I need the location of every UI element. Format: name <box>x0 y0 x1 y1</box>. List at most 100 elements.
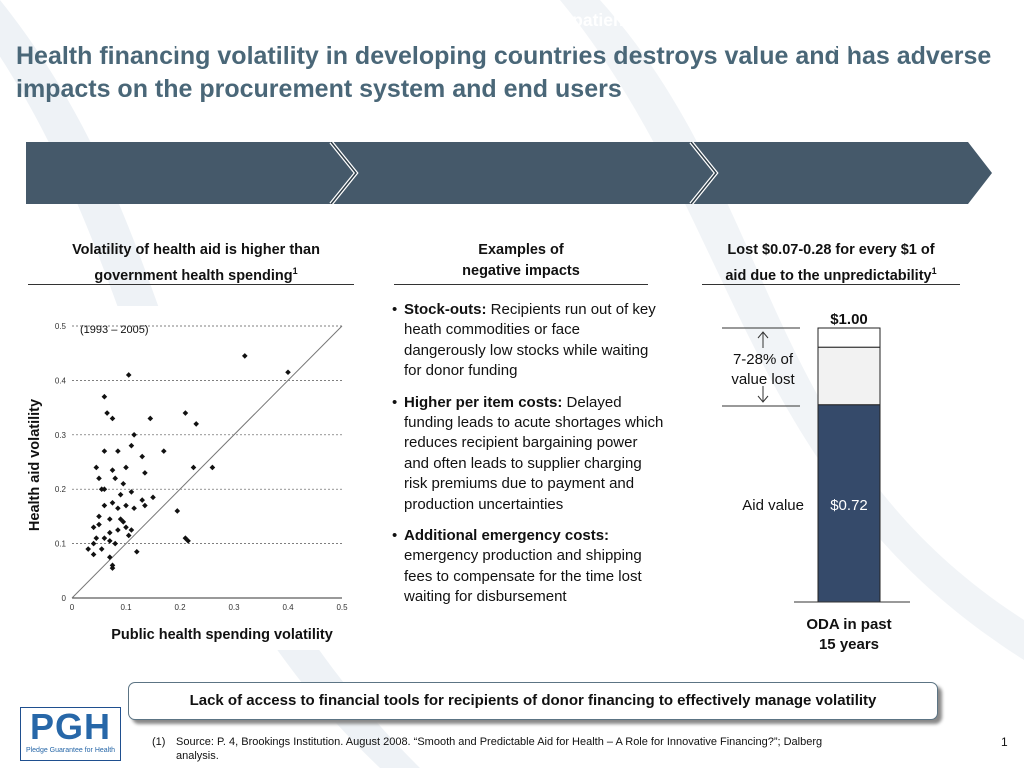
right-heading-line2: aid due to the unpredictability1 <box>725 266 937 284</box>
middle-heading-rule <box>394 284 648 285</box>
bar-category-label: ODA in past 15 years <box>770 615 928 655</box>
scatter-point <box>107 554 113 560</box>
middle-heading-line1: Examples of <box>478 242 564 258</box>
impact-bullet-list: Stock-outs: Recipients run out of key he… <box>392 300 664 619</box>
left-panel-heading: Volatility of health aid is higher than … <box>40 240 352 287</box>
scatter-point <box>98 546 105 552</box>
right-heading-line1: Lost $0.07-0.28 for every $1 of <box>727 242 935 258</box>
x-tick-label: 0 <box>70 603 75 612</box>
flow-step-3-line2: due to aid volatility <box>760 34 920 54</box>
scatter-point <box>107 529 113 536</box>
scatter-annotation: (1993 – 2005) <box>80 324 149 336</box>
y-tick-label: 0.3 <box>55 431 67 440</box>
scatter-point <box>161 448 167 454</box>
flow-step-2: Adverse impact on patients and systems <box>360 8 690 54</box>
y-tick-label: 0.2 <box>55 485 67 494</box>
scatter-point <box>120 480 127 487</box>
flow-step-2-line2: and systems <box>471 34 579 54</box>
scatter-point <box>101 535 108 541</box>
reference-diagonal-line <box>71 325 343 599</box>
y-tick-label: 0.4 <box>55 376 67 385</box>
right-panel-heading: Lost $0.07-0.28 for every $1 of aid due … <box>700 240 962 287</box>
x-tick-label: 0.2 <box>174 603 186 612</box>
scatter-point <box>190 464 197 471</box>
scatter-point <box>123 464 129 471</box>
x-axis-label: Public health spending volatility <box>74 624 370 650</box>
bar-segment-2 <box>817 346 881 406</box>
pgh-logo: PGH Pledge Guarantee for Health <box>20 706 121 761</box>
scatter-point <box>96 513 102 520</box>
flow-step-1-line1: High volatility <box>128 10 244 30</box>
scatter-point <box>115 505 121 512</box>
scatter-point <box>139 497 145 503</box>
scatter-point <box>131 505 137 512</box>
key-message-callout: Lack of access to financial tools for re… <box>128 682 938 720</box>
bar-segment-1 <box>817 404 881 603</box>
bullet-emergency-costs: Additional emergency costs: emergency pr… <box>392 526 664 608</box>
scatter-point <box>174 508 181 514</box>
scatter-point <box>101 448 108 454</box>
scatter-point <box>142 470 148 476</box>
value-lost-annotation-line1: 7-28% of <box>733 351 794 368</box>
bullet-higher-costs: Higher per item costs: Delayed funding l… <box>392 393 664 515</box>
aid-value-label: Aid value <box>742 497 804 514</box>
scatter-point <box>98 486 105 492</box>
scatter-point <box>120 519 127 525</box>
flow-step-3: Value destruction due to aid volatility <box>720 8 960 54</box>
scatter-point <box>90 524 97 531</box>
scatter-point <box>242 353 248 359</box>
logo-text: PGH <box>29 706 111 747</box>
bar-category-line1: ODA in past <box>806 616 892 633</box>
scatter-point <box>209 464 216 471</box>
process-flow-band <box>26 142 992 204</box>
flow-step-1-line2: in health aid <box>134 34 238 54</box>
scatter-point <box>123 502 129 509</box>
scatter-point <box>117 491 124 498</box>
scatter-point <box>101 393 108 400</box>
scatter-point <box>142 502 148 509</box>
scatter-point <box>101 502 108 509</box>
middle-heading-line2: negative impacts <box>462 263 580 279</box>
middle-panel-heading: Examples of negative impacts <box>394 240 648 282</box>
page-title: Health financing volatility in developin… <box>16 42 992 103</box>
right-heading-rule <box>702 284 960 285</box>
left-heading-line2: government health spending1 <box>94 266 298 284</box>
scatter-point <box>125 532 132 539</box>
x-tick-label: 0.5 <box>336 603 348 612</box>
x-tick-label: 0.4 <box>282 603 294 612</box>
scatter-point <box>96 521 102 528</box>
logo-subtext: Pledge Guarantee for Health <box>25 747 116 754</box>
up-arrow-icon <box>757 331 769 348</box>
scatter-point <box>112 540 118 547</box>
scatter-point <box>109 565 116 571</box>
scatter-point <box>93 535 100 541</box>
scatter-point <box>128 442 135 449</box>
left-heading-line1: Volatility of health aid is higher than <box>72 242 320 258</box>
scatter-point <box>123 524 129 531</box>
scatter-point <box>150 494 156 501</box>
y-tick-label: 0.5 <box>55 322 67 331</box>
bar-segment-3 <box>817 327 881 348</box>
x-tick-label: 0.3 <box>228 603 240 612</box>
flow-step-2-line1: Adverse impact on patients <box>410 10 640 30</box>
y-tick-label: 0.1 <box>55 540 67 549</box>
footnote-number: (1) <box>152 736 166 748</box>
scatter-point <box>90 551 97 558</box>
flow-step-3-line1: Value destruction <box>767 10 913 30</box>
scatter-point <box>182 535 189 541</box>
y-tick-label: 0 <box>62 594 67 603</box>
left-heading-rule <box>28 284 354 285</box>
scatter-point <box>90 540 97 547</box>
aid-value-amount: $0.72 <box>830 497 868 514</box>
down-arrow-icon <box>757 386 769 403</box>
bar-category-line2: 15 years <box>818 636 880 653</box>
x-tick-label: 0.1 <box>120 603 132 612</box>
bullet-stock-outs: Stock-outs: Recipients run out of key he… <box>392 300 664 382</box>
scatter-point <box>115 448 121 454</box>
value-lost-annotation-line2: value lost <box>731 371 795 388</box>
y-axis-label: Health aid volatility <box>27 398 43 532</box>
scatter-point <box>85 546 91 552</box>
scatter-point <box>112 475 118 482</box>
scatter-point <box>93 464 100 471</box>
scatter-chart: 0 0.1 0.2 0.3 0.4 0.5 0 0.1 0.2 0.3 0.4 0.5 (1993 –… <box>28 306 358 636</box>
